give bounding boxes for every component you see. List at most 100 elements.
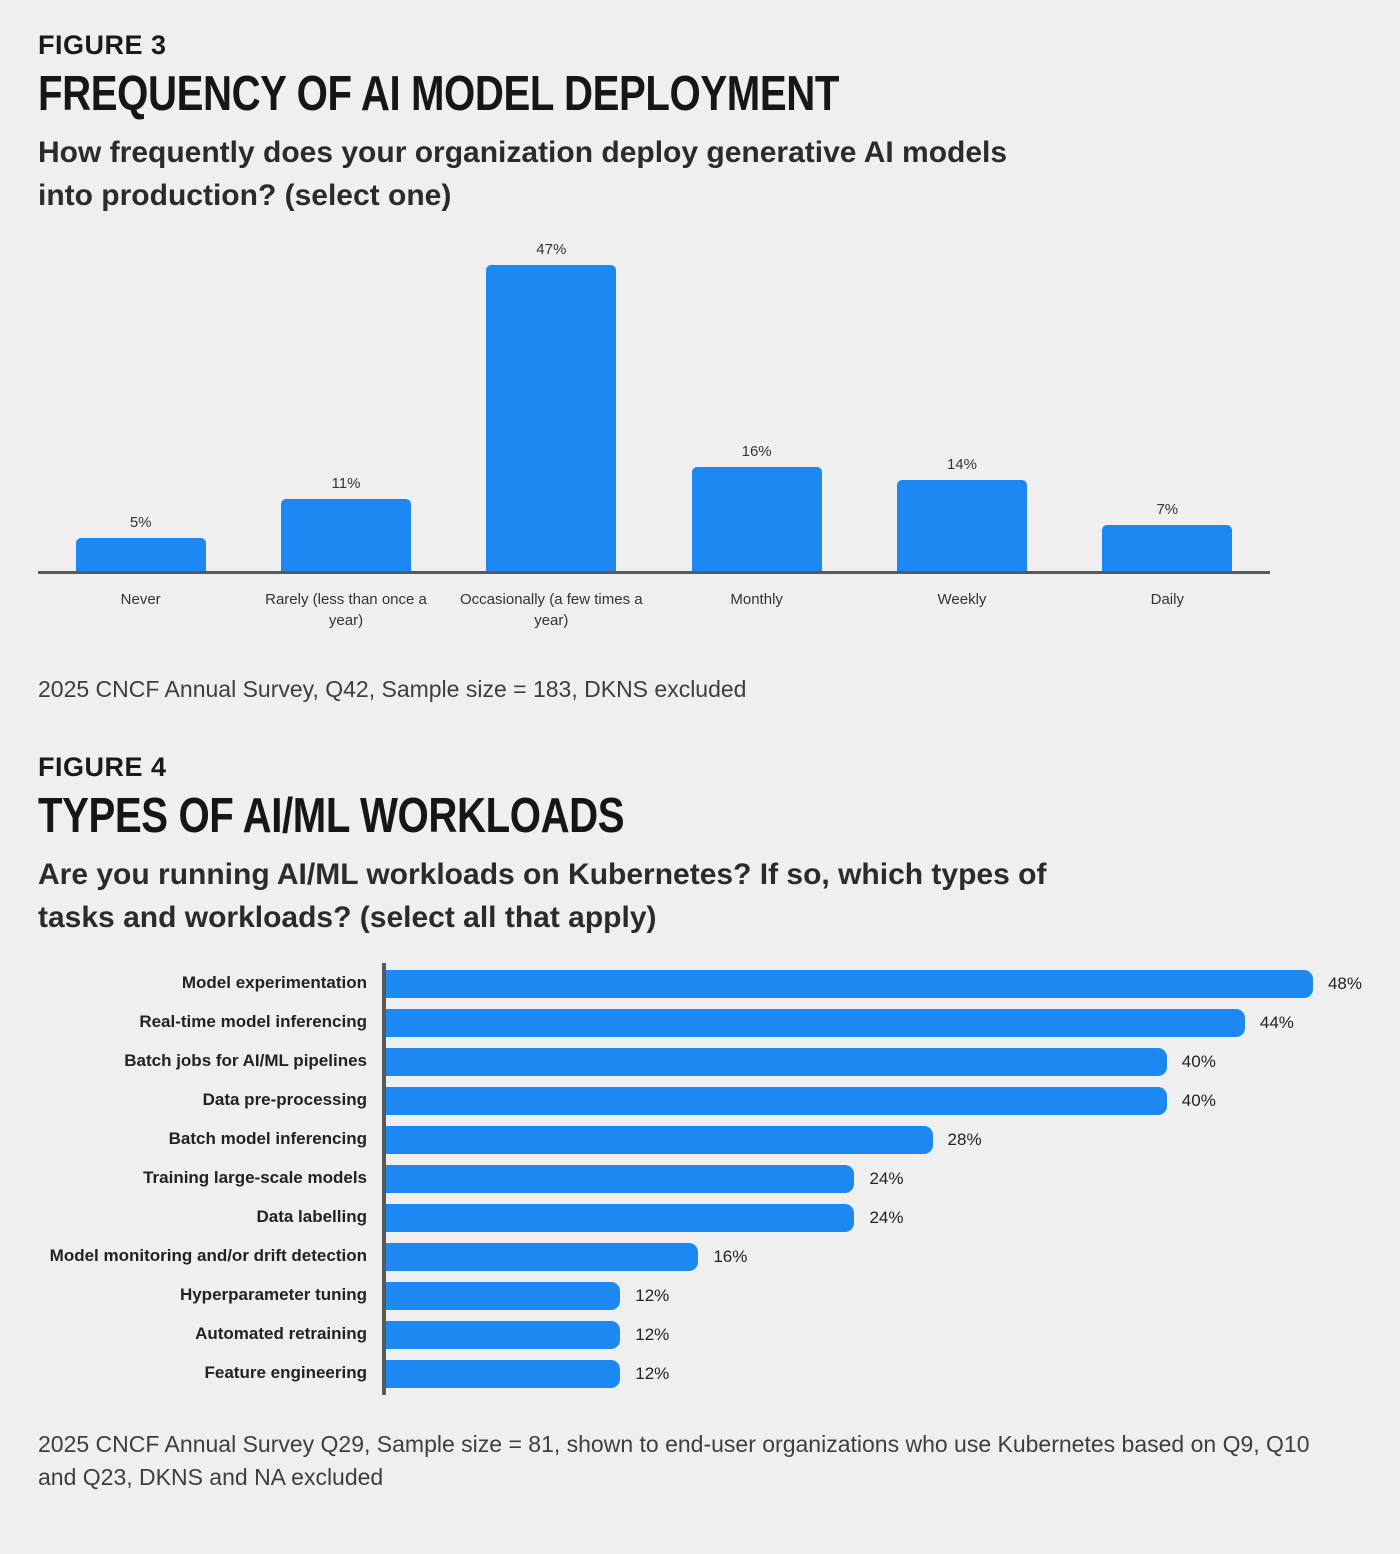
bar-group-rarely-less-than-once-a-year: 11% [243, 475, 448, 571]
deployment-chart-category-labels: Never Rarely (less than once a year) Occas… [38, 574, 1270, 631]
category-label: Model experimentation [181, 973, 367, 993]
bar-value-label: 7% [1156, 501, 1179, 519]
bar-feature-engineering [386, 1359, 621, 1388]
figure4-section: FIGURE 4 TYPES OF AI/ML WORKLOADS Are yo… [38, 752, 1362, 1494]
bar-training-large-scale-models [386, 1164, 855, 1193]
category-label: Weekly [937, 590, 987, 608]
workload-row-model-monitoring-and-or-drift-detection: Model monitoring and/or drift detection 1… [38, 1242, 1362, 1271]
bar-hyperparameter-tuning [386, 1281, 621, 1310]
category-label-cell: Daily [1065, 574, 1270, 631]
figure4-caption: 2025 CNCF Annual Survey Q29, Sample size… [38, 1430, 1310, 1490]
category-label-cell: Weekly [859, 574, 1064, 631]
bar-occasionally-a-few-times-a-year [486, 265, 617, 571]
bar-group-weekly: 14% [859, 456, 1064, 571]
figure3-section: FIGURE 3 FREQUENCY OF AI MODEL DEPLOYMEN… [38, 30, 1362, 706]
bar-value-label: 12% [635, 1363, 670, 1383]
bar-daily [1102, 525, 1233, 571]
category-label: Batch jobs for AI/ML pipelines [124, 1051, 367, 1071]
category-label: Feature engineering [204, 1363, 367, 1383]
bar-never [75, 538, 206, 571]
category-label: Monthly [730, 590, 783, 608]
workload-row-automated-retraining: Automated retraining 12% [38, 1320, 1362, 1349]
figure3-label: FIGURE 3 [38, 30, 167, 60]
category-label: Batch model inferencing [168, 1129, 367, 1149]
bar-model-monitoring-and-or-drift-detection [386, 1242, 699, 1271]
category-label-cell: Monthly [654, 574, 859, 631]
bar-automated-retraining [386, 1320, 621, 1349]
workload-row-data-pre-processing: Data pre-processing 40% [38, 1086, 1362, 1115]
category-label: Rarely (less than once a year) [265, 590, 427, 629]
bar-value-label: 12% [635, 1285, 670, 1305]
bar-track: 12% [386, 1320, 1362, 1349]
category-label: Data pre-processing [202, 1090, 367, 1110]
figure4-title: TYPES OF AI/ML WORKLOADS [38, 788, 625, 843]
bar-track: 48% [386, 969, 1362, 998]
bar-value-label: 44% [1259, 1012, 1294, 1032]
workload-row-model-experimentation: Model experimentation 48% [38, 969, 1362, 998]
workload-row-feature-engineering: Feature engineering 12% [38, 1359, 1362, 1388]
bar-track: 16% [386, 1242, 1362, 1271]
bar-model-experimentation [386, 969, 1313, 998]
deployment-frequency-chart: 5% 11% 47% 16% 14% 7% Never Rarely (less than … [38, 236, 1270, 631]
workload-row-training-large-scale-models: Training large-scale models 24% [38, 1164, 1362, 1193]
bar-group-never: 5% [38, 514, 243, 571]
bar-value-label: 28% [947, 1129, 982, 1149]
bar-track: 40% [386, 1086, 1362, 1115]
bar-track: 28% [386, 1125, 1362, 1154]
bar-value-label: 48% [1327, 973, 1362, 993]
category-label-cell: Occasionally (a few times a year) [449, 574, 654, 631]
bar-weekly [896, 479, 1027, 571]
bar-value-label: 11% [331, 475, 361, 493]
bar-real-time-model-inferencing [386, 1008, 1245, 1037]
bar-track: 44% [386, 1008, 1362, 1037]
workload-row-batch-jobs-for-ai-ml-pipelines: Batch jobs for AI/ML pipelines 40% [38, 1047, 1362, 1076]
bar-data-pre-processing [386, 1086, 1167, 1115]
bar-value-label: 24% [869, 1207, 904, 1227]
workload-row-real-time-model-inferencing: Real-time model inferencing 44% [38, 1008, 1362, 1037]
bar-value-label: 40% [1181, 1051, 1216, 1071]
bar-value-label: 5% [129, 514, 152, 532]
category-label: Occasionally (a few times a year) [460, 590, 643, 629]
deployment-chart-bars: 5% 11% 47% 16% 14% 7% [38, 236, 1270, 574]
bar-value-label: 24% [869, 1168, 904, 1188]
bar-value-label: 14% [946, 455, 977, 473]
category-label: Real-time model inferencing [139, 1012, 367, 1032]
category-label: Model monitoring and/or drift detection [49, 1246, 367, 1266]
bar-track: 24% [386, 1164, 1362, 1193]
bar-value-label: 16% [713, 1246, 748, 1266]
bar-value-label: 47% [536, 241, 567, 259]
workload-row-data-labelling: Data labelling 24% [38, 1203, 1362, 1232]
bar-group-occasionally-a-few-times-a-year: 47% [449, 241, 654, 571]
bar-value-label: 16% [741, 442, 772, 460]
bar-group-daily: 7% [1065, 501, 1270, 571]
figure3-caption: 2025 CNCF Annual Survey, Q42, Sample siz… [38, 675, 747, 702]
bar-track: 12% [386, 1359, 1362, 1388]
bar-value-label: 12% [635, 1324, 670, 1344]
bar-monthly [691, 466, 822, 571]
bar-value-label: 40% [1181, 1090, 1216, 1110]
bar-track: 40% [386, 1047, 1362, 1076]
bar-batch-model-inferencing [386, 1125, 933, 1154]
category-label: Automated retraining [195, 1324, 367, 1344]
workload-row-batch-model-inferencing: Batch model inferencing 28% [38, 1125, 1362, 1154]
bar-data-labelling [386, 1203, 855, 1232]
category-label: Daily [1150, 590, 1184, 608]
category-label: Hyperparameter tuning [179, 1285, 367, 1305]
figure3-subtitle: How frequently does your organization de… [38, 136, 1008, 213]
category-label: Data labelling [256, 1207, 367, 1227]
figure4-subtitle: Are you running AI/ML workloads on Kuber… [38, 858, 1047, 934]
category-label: Training large-scale models [143, 1168, 367, 1188]
workloads-chart: Model experimentation 48% Real-time model … [38, 962, 1362, 1395]
category-label-cell: Never [38, 574, 243, 631]
bar-track: 12% [386, 1281, 1362, 1310]
bar-rarely-less-than-once-a-year [280, 499, 411, 571]
bar-track: 24% [386, 1203, 1362, 1232]
figure4-label: FIGURE 4 [38, 751, 167, 782]
workloads-chart-axis-line [382, 962, 386, 1395]
figure3-title: FREQUENCY OF AI MODEL DEPLOYMENT [38, 67, 839, 121]
category-label-cell: Rarely (less than once a year) [243, 574, 448, 631]
bar-batch-jobs-for-ai-ml-pipelines [386, 1047, 1167, 1076]
workload-row-hyperparameter-tuning: Hyperparameter tuning 12% [38, 1281, 1362, 1310]
category-label: Never [120, 590, 161, 608]
bar-group-monthly: 16% [654, 443, 859, 571]
